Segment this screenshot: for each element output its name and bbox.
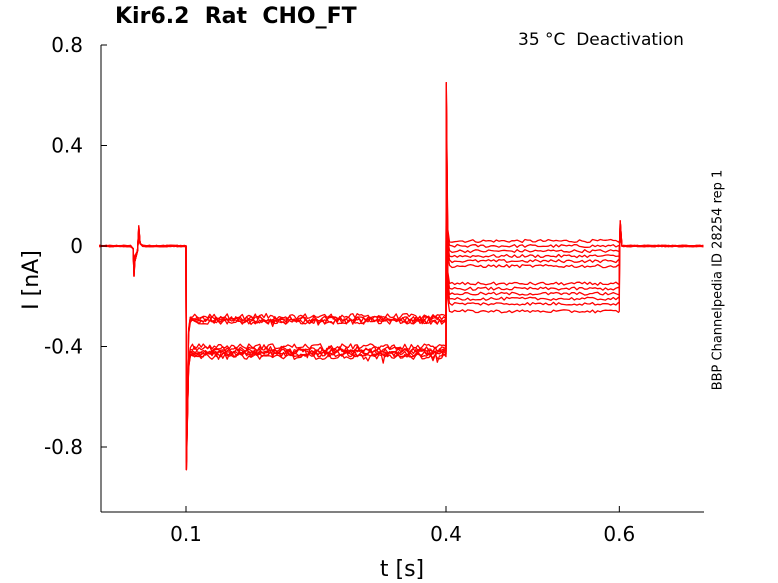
x-tick-label: 0.1 <box>170 522 202 546</box>
chart-subtitle: 35 °C Deactivation <box>518 30 684 50</box>
current-trace-9 <box>99 82 704 456</box>
y-tick-label: 0 <box>70 234 83 258</box>
current-trace-6 <box>99 94 704 456</box>
current-trace-3 <box>99 107 704 456</box>
y-tick-label: -0.8 <box>44 435 83 459</box>
trace-group <box>99 82 704 471</box>
current-trace-1 <box>99 82 704 471</box>
current-trace-8 <box>99 119 704 463</box>
current-trace-5 <box>99 82 704 463</box>
current-trace-2 <box>99 94 704 463</box>
x-tick-label: 0.4 <box>430 522 462 546</box>
y-tick-label: 0.4 <box>51 134 83 158</box>
chart-title: Kir6.2 Rat CHO_FT <box>115 4 357 29</box>
y-tick-label: -0.4 <box>44 335 83 359</box>
y-axis-label: I [nA] <box>19 250 44 310</box>
current-trace-4 <box>99 119 704 471</box>
y-tick-label: 0.8 <box>51 33 83 57</box>
axes-group: 0.8 0.4 0 -0.4 -0.8 0.1 0.4 0.6 <box>44 33 704 546</box>
current-trace-7 <box>99 107 704 471</box>
x-axis-label: t [s] <box>380 557 424 582</box>
current-trace-11 <box>99 107 704 463</box>
x-tick-label: 0.6 <box>603 522 635 546</box>
current-trace-12 <box>99 119 704 456</box>
current-trace-10 <box>99 94 704 471</box>
